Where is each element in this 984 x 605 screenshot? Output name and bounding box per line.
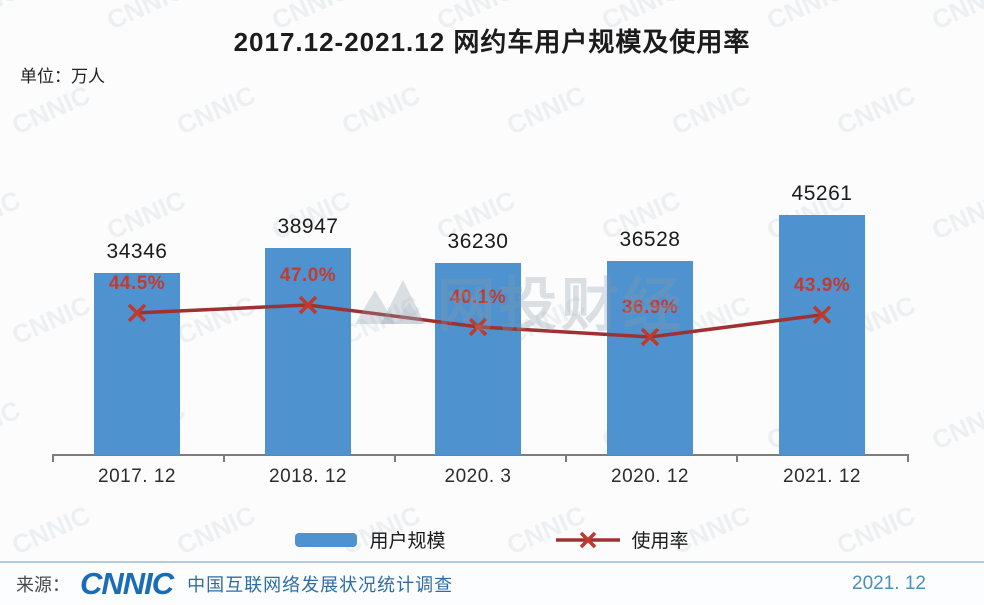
bar-series-label: 用户规模 (369, 531, 446, 552)
unit-label: 单位：万人 (20, 67, 105, 86)
x-axis-labels: 2017. 12 2018. 12 2020. 3 2020. 12 2021. 12 (0, 466, 984, 492)
bar (94, 273, 180, 455)
bar-series-swatch (295, 532, 358, 547)
bar-value-label: 34346 (106, 240, 168, 263)
bar (265, 248, 351, 455)
usage-rate-label: 36.9% (621, 296, 679, 318)
bar-value-label: 45261 (791, 182, 853, 205)
usage-rate-label: 44.5% (108, 272, 166, 294)
usage-rate-label: 40.1% (449, 286, 507, 308)
bar-value-label: 36230 (447, 230, 509, 253)
footer-date: 2021. 12 (852, 573, 926, 594)
x-axis-label: 2017. 12 (98, 466, 176, 487)
line-series-swatch (555, 531, 620, 548)
x-axis-label: 2020. 3 (444, 466, 512, 487)
x-axis-line (52, 454, 908, 456)
legend-item-user-scale: 用户规模 (295, 526, 446, 553)
bar (779, 215, 865, 455)
x-axis-label: 2021. 12 (783, 466, 861, 487)
x-axis-label: 2018. 12 (269, 466, 347, 487)
bar-value-label: 36528 (619, 228, 681, 251)
x-axis-label: 2020. 12 (611, 466, 689, 487)
chart-title: 2017.12-2021.12 网约车用户规模及使用率 (233, 27, 751, 57)
source-prefix: 来源： (16, 575, 70, 595)
legend-item-usage-rate: 使用率 (555, 526, 689, 553)
axis-tick (907, 454, 909, 462)
source-text: 中国互联网络发展状况统计调查 (187, 575, 454, 595)
plot-area: 34346 38947 36230 36528 45261 44.5% 47.0% 40.1%… (52, 182, 909, 462)
line-series-label: 使用率 (631, 531, 689, 552)
axis-tick (394, 454, 396, 462)
footer: 来源： CNNIC 中国互联网络发展状况统计调查 2021. 12 (0, 561, 984, 605)
axis-tick (565, 454, 567, 462)
bar (435, 263, 521, 455)
axis-tick (736, 454, 738, 462)
usage-rate-label: 43.9% (793, 274, 851, 296)
bar-value-label: 38947 (277, 215, 339, 238)
cnnic-logo: CNNIC (80, 566, 174, 601)
legend: 用户规模 使用率 (0, 526, 984, 553)
bar (607, 261, 693, 455)
axis-tick (223, 454, 225, 462)
axis-tick (52, 454, 54, 462)
usage-rate-label: 47.0% (279, 265, 337, 286)
